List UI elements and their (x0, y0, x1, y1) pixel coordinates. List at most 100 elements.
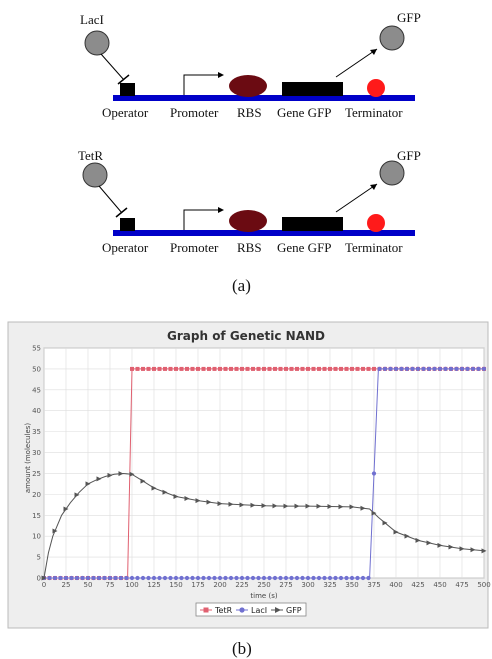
gene-gfp-block-2 (282, 217, 343, 231)
lacI-point (201, 575, 206, 581)
lacI-point (283, 575, 289, 581)
legend-box (195, 602, 307, 617)
tetR-point (256, 366, 261, 371)
gfp-point (118, 471, 124, 477)
lacI-point (74, 575, 80, 581)
tetR-point (262, 366, 266, 371)
x-tick-label: 375 (367, 581, 380, 589)
promoter-arrow-1 (183, 74, 218, 95)
x-tick-label: 75 (106, 581, 115, 589)
gfp-point (448, 544, 454, 550)
tetR-point (317, 366, 321, 371)
gfp-point (338, 504, 344, 510)
lacI-point (173, 575, 179, 581)
gfp-protein-1 (379, 25, 405, 51)
lacI-point (250, 575, 256, 581)
lacI-point (124, 575, 129, 581)
lacI-point (443, 366, 448, 372)
gfp-point (217, 501, 223, 507)
y-tick-label: 5 (37, 554, 41, 562)
gfp-point (195, 498, 201, 504)
tetR-point (146, 366, 151, 371)
gfp-point (360, 505, 366, 511)
gfp-protein-2 (379, 160, 405, 186)
gfp-point (437, 542, 443, 548)
promoter-arrowhead-1 (218, 72, 224, 78)
lacI-point (129, 575, 135, 581)
gfp-point (107, 472, 113, 478)
tetR-point (333, 366, 338, 371)
lacI-point (360, 575, 366, 581)
plot-area: 0 5 10 15 20 25 30 35 40 45 50 55 0 25 50 75 100 125 150 17… (32, 345, 491, 590)
tetR-protein (82, 162, 108, 188)
terminator-label-2: Terminator (345, 240, 403, 255)
lacI-repression-line (100, 53, 125, 81)
lacI-point (135, 575, 140, 581)
gfp-point (239, 502, 245, 508)
lacI-point (63, 575, 69, 581)
tetR-point (284, 366, 288, 371)
lacI-point (377, 366, 382, 372)
promoter-label-1: Promoter (170, 105, 219, 120)
gfp-point (52, 528, 58, 534)
tetR-point (207, 366, 211, 371)
x-tick-label: 325 (323, 581, 336, 589)
tetR-point (190, 366, 195, 371)
x-tick-label: 250 (257, 581, 270, 589)
lacI-point (465, 366, 470, 372)
x-tick-label: 275 (279, 581, 292, 589)
y-tick-label: 25 (32, 470, 41, 478)
rbs-2 (229, 210, 267, 232)
lacI-point (338, 575, 344, 581)
lacI-point (272, 575, 278, 581)
lacI-point (289, 575, 294, 581)
tetR-point (141, 366, 145, 371)
lacI-point (459, 366, 465, 372)
lacI-point (80, 575, 85, 581)
gfp-point (327, 503, 333, 509)
gfp-point (151, 485, 157, 491)
gfp-point (305, 503, 311, 509)
tetR-point (339, 366, 343, 371)
gene-gfp-label-2: Gene GFP (277, 240, 332, 255)
lacI-label: LacI (80, 12, 104, 27)
lacI-point (366, 575, 371, 581)
x-tick-label: 425 (411, 581, 424, 589)
y-tick-label: 10 (32, 533, 41, 541)
lacI-point (316, 575, 322, 581)
gfp-point (371, 510, 377, 516)
promoter-arrowhead-2 (218, 207, 224, 213)
lacI-point (311, 575, 316, 581)
tetR-point (157, 366, 162, 371)
rbs-label-2: RBS (237, 240, 262, 255)
gfp-point (74, 492, 80, 498)
legend: TetR LacI GFP (195, 602, 307, 617)
tetR-repression-line (98, 185, 123, 214)
lacI-point (261, 575, 267, 581)
tetR-repression-bar (115, 207, 128, 218)
terminator-1 (367, 79, 385, 97)
tetR-point (278, 366, 283, 371)
lacI-point (437, 366, 443, 372)
x-tick-label: 300 (301, 581, 314, 589)
legend-gfp-label: GFP (286, 606, 302, 615)
lacI-point (256, 575, 261, 581)
gfp-point (184, 496, 190, 502)
lacI-point (228, 575, 234, 581)
y-tick-label: 35 (32, 428, 41, 436)
lacI-protein (84, 30, 110, 56)
lacI-point (223, 575, 228, 581)
operator-label-2: Operator (102, 240, 149, 255)
promoter-label-2: Promoter (170, 240, 219, 255)
x-tick-label: 100 (125, 581, 138, 589)
y-tick-label: 15 (32, 512, 41, 520)
x-tick-label: 350 (345, 581, 358, 589)
gfp-arrow-2 (335, 183, 378, 213)
lacI-point (355, 575, 360, 581)
tetR-point (295, 366, 299, 371)
gfp-point (96, 476, 102, 482)
lacI-point (382, 366, 388, 372)
gfp-point (481, 548, 487, 554)
lacI-point (151, 575, 157, 581)
operator-block-2 (120, 218, 135, 231)
